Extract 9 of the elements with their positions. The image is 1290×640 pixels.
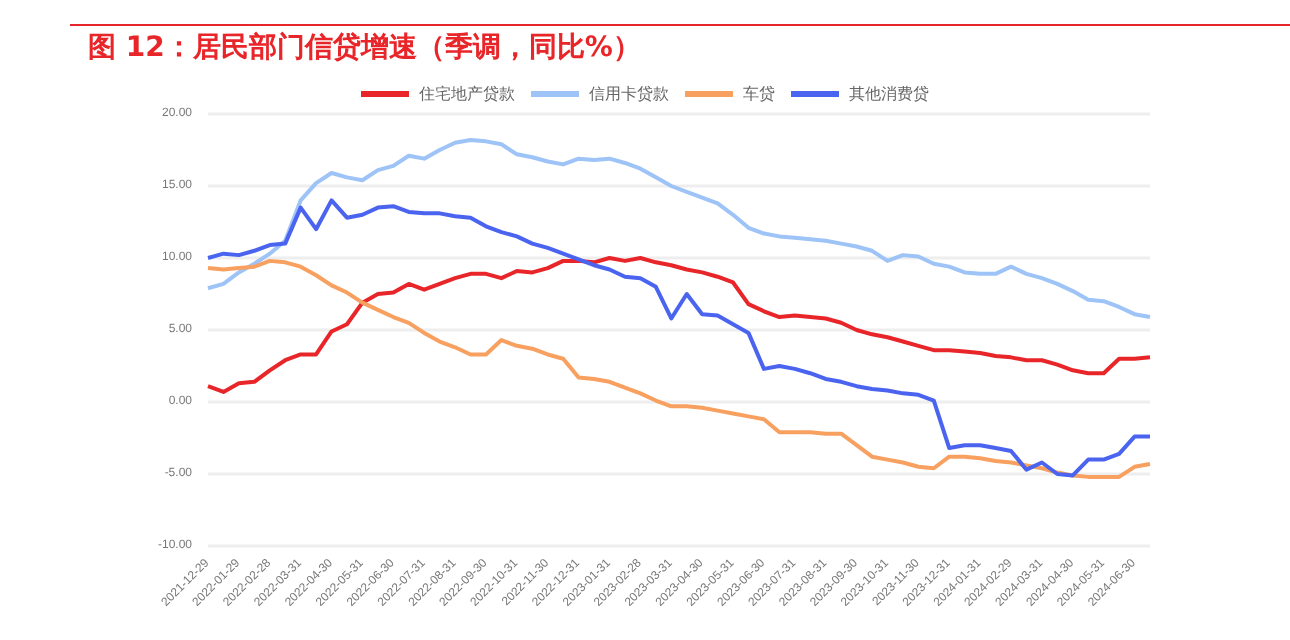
legend-label: 住宅地产贷款	[419, 85, 515, 103]
line-series	[206, 198, 1152, 478]
legend-label: 其他消费贷	[849, 85, 929, 103]
legend-label: 信用卡贷款	[589, 85, 669, 103]
line-series	[206, 137, 1152, 320]
legend-label: 车贷	[743, 85, 775, 103]
line-series	[206, 256, 1152, 394]
line-series	[206, 258, 1152, 479]
chart-title: 图 12：居民部门信贷增速（季调，同比%）	[88, 30, 641, 66]
